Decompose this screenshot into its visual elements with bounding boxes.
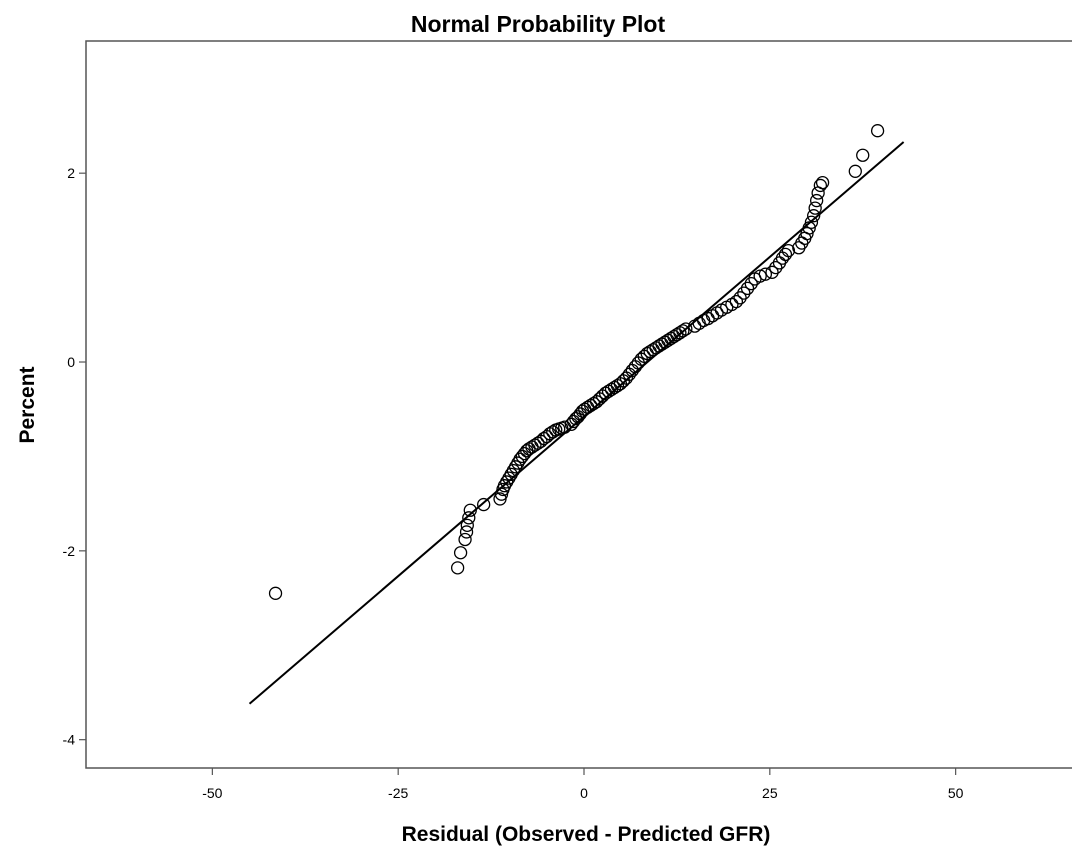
data-point xyxy=(508,460,523,474)
data-point xyxy=(856,148,870,162)
x-tick-label: 0 xyxy=(580,785,588,801)
x-tick-label: 50 xyxy=(948,785,964,801)
data-point xyxy=(810,193,824,208)
chart-title: Normal Probability Plot xyxy=(411,11,666,37)
data-point xyxy=(705,309,720,323)
data-point xyxy=(573,407,587,421)
data-point xyxy=(815,175,830,190)
y-axis-label: Percent xyxy=(16,366,39,443)
x-tick-label: 25 xyxy=(762,785,778,801)
data-point xyxy=(517,446,532,461)
data-point xyxy=(765,265,779,279)
data-point xyxy=(511,456,525,470)
data-point xyxy=(458,532,472,547)
data-point xyxy=(676,324,690,338)
data-point xyxy=(769,260,783,275)
data-point xyxy=(870,124,885,138)
data-point xyxy=(566,414,581,429)
data-point xyxy=(804,215,819,229)
data-point xyxy=(628,360,642,374)
y-axis: 2 0 -2 -4 xyxy=(63,165,86,748)
y-tick-label: 2 xyxy=(67,165,75,181)
data-point xyxy=(504,467,518,482)
data-point xyxy=(781,243,796,258)
data-point xyxy=(733,291,747,305)
data-point xyxy=(500,475,514,489)
data-point xyxy=(848,164,862,178)
data-point xyxy=(569,412,583,426)
data-point xyxy=(692,316,706,330)
data-point xyxy=(477,497,491,512)
data-point xyxy=(462,511,476,525)
y-tick-label: -2 xyxy=(63,543,76,559)
plot-frame xyxy=(85,40,1072,769)
data-point xyxy=(459,525,474,539)
data-points xyxy=(268,124,885,600)
y-tick-label: 0 xyxy=(67,354,75,370)
data-point xyxy=(546,425,560,439)
data-point xyxy=(463,503,477,517)
data-point xyxy=(808,201,822,215)
data-point xyxy=(268,586,283,600)
data-point xyxy=(744,276,758,291)
data-point xyxy=(679,322,693,336)
data-point xyxy=(497,479,512,493)
data-point xyxy=(778,247,793,262)
x-axis: -50 -25 0 25 50 xyxy=(202,768,964,801)
data-point xyxy=(802,221,816,235)
data-point xyxy=(450,561,465,575)
data-point xyxy=(758,267,773,281)
data-point xyxy=(737,286,751,300)
data-point xyxy=(800,226,814,241)
data-point xyxy=(807,209,821,223)
x-tick-label: -50 xyxy=(202,785,222,801)
data-point xyxy=(506,463,521,478)
data-point xyxy=(453,546,468,560)
y-tick-label: -4 xyxy=(63,732,76,748)
x-tick-label: -25 xyxy=(388,785,408,801)
data-point xyxy=(729,294,744,309)
data-point xyxy=(460,518,474,532)
data-point xyxy=(701,311,715,326)
x-axis-label: Residual (Observed - Predicted GFR) xyxy=(402,823,771,846)
data-point xyxy=(813,178,828,193)
data-point xyxy=(740,281,755,296)
data-point xyxy=(502,471,516,485)
